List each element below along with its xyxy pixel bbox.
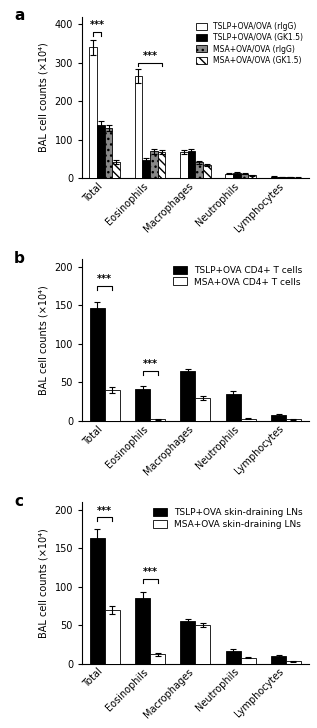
Text: ***: *** (143, 359, 158, 369)
Bar (226, 651, 241, 664)
Bar (241, 174, 249, 178)
Bar (150, 151, 158, 178)
Bar (271, 177, 278, 178)
Text: b: b (14, 251, 25, 266)
Bar (89, 47, 97, 178)
Bar (203, 165, 211, 178)
Bar (271, 656, 286, 664)
Bar (180, 621, 195, 664)
Bar (135, 598, 150, 664)
Bar (195, 625, 210, 664)
Y-axis label: BAL cell counts (×10⁴): BAL cell counts (×10⁴) (39, 528, 49, 638)
Bar (226, 394, 241, 421)
Legend: TSLP+OVA/OVA (rIgG), TSLP+OVA/OVA (GK1.5), MSA+OVA/OVA (rIgG), MSA+OVA/OVA (GK1.: TSLP+OVA/OVA (rIgG), TSLP+OVA/OVA (GK1.5… (194, 20, 305, 66)
Bar (90, 538, 105, 664)
Text: a: a (14, 9, 24, 23)
Y-axis label: BAL cell counts (×10⁴): BAL cell counts (×10⁴) (39, 42, 49, 152)
Text: ***: *** (97, 505, 112, 515)
Text: c: c (14, 494, 23, 509)
Text: ***: *** (143, 567, 158, 577)
Bar (249, 175, 256, 178)
Bar (142, 160, 150, 178)
Bar (180, 152, 188, 178)
Bar (150, 654, 165, 664)
Bar (105, 128, 113, 178)
Bar (188, 151, 195, 178)
Legend: TSLP+OVA CD4+ T cells, MSA+OVA CD4+ T cells: TSLP+OVA CD4+ T cells, MSA+OVA CD4+ T ce… (171, 264, 304, 288)
Bar (195, 162, 203, 178)
Bar (225, 174, 233, 178)
Bar (241, 419, 256, 421)
Bar (241, 657, 256, 664)
Bar (158, 152, 165, 178)
Text: ***: *** (143, 51, 158, 61)
Legend: TSLP+OVA skin-draining LNs, MSA+OVA skin-draining LNs: TSLP+OVA skin-draining LNs, MSA+OVA skin… (151, 507, 304, 531)
Bar (113, 162, 120, 178)
Bar (105, 390, 120, 421)
Bar (195, 398, 210, 421)
Bar (271, 415, 286, 421)
Bar (233, 173, 241, 178)
Bar (97, 125, 105, 178)
Bar (105, 610, 120, 664)
Bar (286, 419, 301, 421)
Bar (150, 419, 165, 421)
Bar (286, 661, 301, 664)
Bar (180, 371, 195, 421)
Text: ***: *** (97, 274, 112, 285)
Bar (90, 308, 105, 421)
Bar (135, 389, 150, 421)
Bar (278, 177, 286, 178)
Text: ***: *** (89, 20, 105, 30)
Bar (286, 177, 294, 178)
Bar (135, 76, 142, 178)
Y-axis label: BAL cell counts (×10⁴): BAL cell counts (×10⁴) (39, 285, 49, 395)
